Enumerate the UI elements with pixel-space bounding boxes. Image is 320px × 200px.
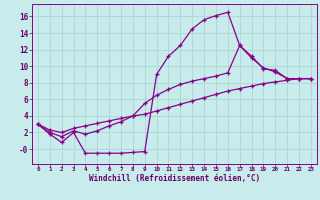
X-axis label: Windchill (Refroidissement éolien,°C): Windchill (Refroidissement éolien,°C) [89, 174, 260, 183]
